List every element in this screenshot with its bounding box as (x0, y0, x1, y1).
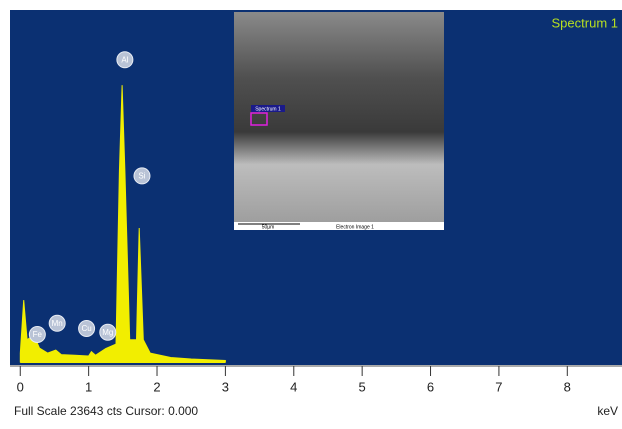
x-tick-label: 5 (359, 379, 366, 394)
chart-title: Spectrum 1 (552, 15, 618, 30)
x-tick-label: 0 (17, 379, 24, 394)
peak-label: Mg (102, 328, 113, 337)
peak-label: Cu (81, 324, 91, 333)
x-tick-label: 1 (85, 379, 92, 394)
x-axis-label: keV (597, 404, 618, 418)
x-tick-label: 3 (222, 379, 229, 394)
peak-label: Al (121, 55, 128, 64)
x-tick-label: 7 (495, 379, 502, 394)
x-tick-label: 4 (290, 379, 297, 394)
peak-label: Si (138, 172, 145, 181)
footer: Full Scale 23643 cts Cursor: 0.000 (14, 404, 198, 418)
inset-image-label: Electron Image 1 (336, 224, 374, 230)
sem-inset: Spectrum 1 50µm Electron Image 1 (234, 12, 444, 230)
x-tick-label: 2 (153, 379, 160, 394)
inset-scale-label: 50µm (262, 224, 275, 230)
x-tick-label: 8 (564, 379, 571, 394)
eds-window: Spectrum 1 50µm Electron Image 1 Spectru… (0, 0, 622, 424)
inset-spectrum-label: Spectrum 1 (255, 106, 281, 112)
peak-label: Mn (52, 319, 63, 328)
sem-image (234, 12, 444, 230)
peak-label: Fe (33, 330, 43, 339)
x-tick-label: 6 (427, 379, 434, 394)
